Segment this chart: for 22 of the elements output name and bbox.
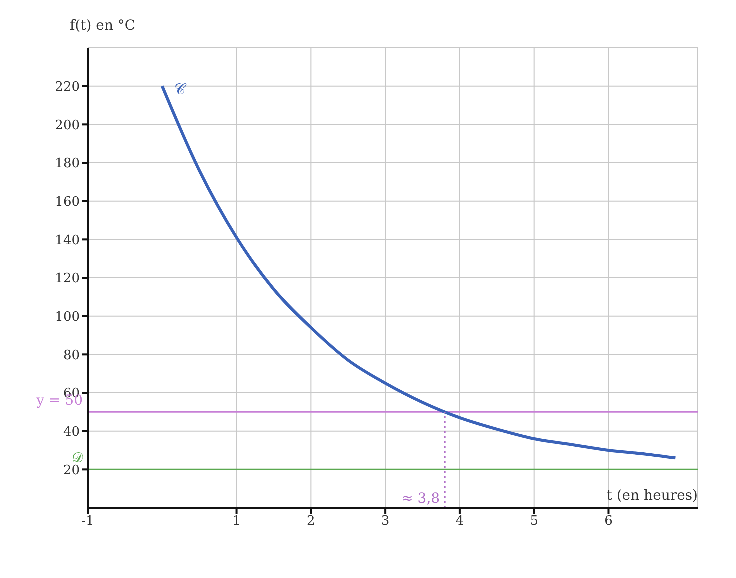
y-tick-label: 100 [55,310,80,325]
y-tick-label: 40 [63,424,80,440]
y-tick-label: 220 [55,80,80,95]
y-tick-label: 20 [63,463,80,478]
x-tick-label: -1 [82,514,94,530]
y-tick-label: 180 [55,156,80,172]
x-tick-label: 2 [307,514,316,530]
x-tick-label: 3 [381,514,390,530]
x-tick-label: 5 [530,514,538,530]
y-tick-label: 140 [55,233,80,248]
x-tick-label: 6 [604,514,613,530]
y-tick-label: 80 [63,348,80,364]
y-axis-title: f(t) en °C [70,18,136,34]
y-tick-label: 160 [55,194,80,210]
y-tick-label: 120 [55,272,80,287]
x-tick-label: 4 [456,514,464,530]
y-tick-label: 200 [55,118,80,134]
annotation: ≈ 3,8 [402,490,440,507]
x-tick-label: 1 [232,514,241,530]
line-series [160,84,678,460]
x-axis-title: t (en heures) [606,488,698,504]
series-label: 𝒞 [174,80,188,98]
